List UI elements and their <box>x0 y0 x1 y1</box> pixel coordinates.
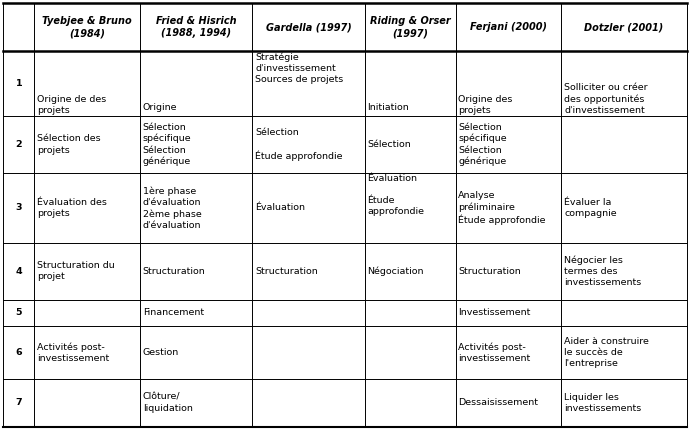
Text: Activités post-
investissement: Activités post- investissement <box>37 342 109 363</box>
Text: Analyse
préliminaire
Étude approfondie: Analyse préliminaire Étude approfondie <box>458 191 546 225</box>
Text: Dotzler (2001): Dotzler (2001) <box>584 22 664 32</box>
Text: Clôture/
liquidation: Clôture/ liquidation <box>143 393 193 413</box>
Text: Structuration: Structuration <box>458 267 521 276</box>
Text: Évaluer la
compagnie: Évaluer la compagnie <box>564 198 617 218</box>
Text: 2: 2 <box>16 140 22 149</box>
Text: Évaluation

Étude
approfondie: Évaluation Étude approfondie <box>367 174 424 216</box>
Text: Évaluation des
projets: Évaluation des projets <box>37 198 107 218</box>
Text: 1: 1 <box>16 79 22 88</box>
Text: Solliciter ou créer
des opportunités
d'investissement: Solliciter ou créer des opportunités d'i… <box>564 83 648 115</box>
Text: Activités post-
investissement: Activités post- investissement <box>458 342 531 363</box>
Text: Investissement: Investissement <box>458 308 531 317</box>
Text: Fried & Hisrich
(1988, 1994): Fried & Hisrich (1988, 1994) <box>156 16 237 38</box>
Text: Riding & Orser
(1997): Riding & Orser (1997) <box>370 16 451 38</box>
Text: Sélection
spécifique
Sélection
générique: Sélection spécifique Sélection générique <box>143 123 191 166</box>
Text: Sélection des
projets: Sélection des projets <box>37 135 101 154</box>
Text: Gardella (1997): Gardella (1997) <box>266 22 351 32</box>
Text: Aider à construire
le succès de
l'entreprise: Aider à construire le succès de l'entrep… <box>564 337 649 368</box>
Text: 4: 4 <box>16 267 22 276</box>
Text: 5: 5 <box>16 308 22 317</box>
Text: Sélection
spécifique
Sélection
générique: Sélection spécifique Sélection générique <box>458 123 507 166</box>
Text: Financement: Financement <box>143 308 204 317</box>
Text: Structuration du
projet: Structuration du projet <box>37 261 115 282</box>
Text: Origine de des
projets: Origine de des projets <box>37 95 106 115</box>
Text: 7: 7 <box>16 398 22 407</box>
Text: Initiation: Initiation <box>367 104 409 113</box>
Text: Liquider les
investissements: Liquider les investissements <box>564 393 641 413</box>
Text: 1ère phase
d'évaluation
2ème phase
d'évaluation: 1ère phase d'évaluation 2ème phase d'éva… <box>143 186 201 230</box>
Text: 3: 3 <box>16 203 22 212</box>
Text: Dessaisissement: Dessaisissement <box>458 398 538 407</box>
Text: 6: 6 <box>16 348 22 357</box>
Text: Négociation: Négociation <box>367 267 424 276</box>
Text: Négocier les
termes des
investissements: Négocier les termes des investissements <box>564 255 641 287</box>
Text: Sélection: Sélection <box>367 140 411 149</box>
Text: Évaluation: Évaluation <box>255 203 305 212</box>
Text: Ferjani (2000): Ferjani (2000) <box>470 22 547 32</box>
Text: Gestion: Gestion <box>143 348 179 357</box>
Text: Structuration: Structuration <box>255 267 318 276</box>
Text: Tyebjee & Bruno
(1984): Tyebjee & Bruno (1984) <box>42 16 132 38</box>
Text: Stratégie
d'investissement
Sources de projets: Stratégie d'investissement Sources de pr… <box>255 52 344 84</box>
Text: Structuration: Structuration <box>143 267 206 276</box>
Text: Sélection

Étude approfondie: Sélection Étude approfondie <box>255 128 342 161</box>
Text: Origine des
projets: Origine des projets <box>458 95 513 115</box>
Text: Origine: Origine <box>143 104 177 113</box>
